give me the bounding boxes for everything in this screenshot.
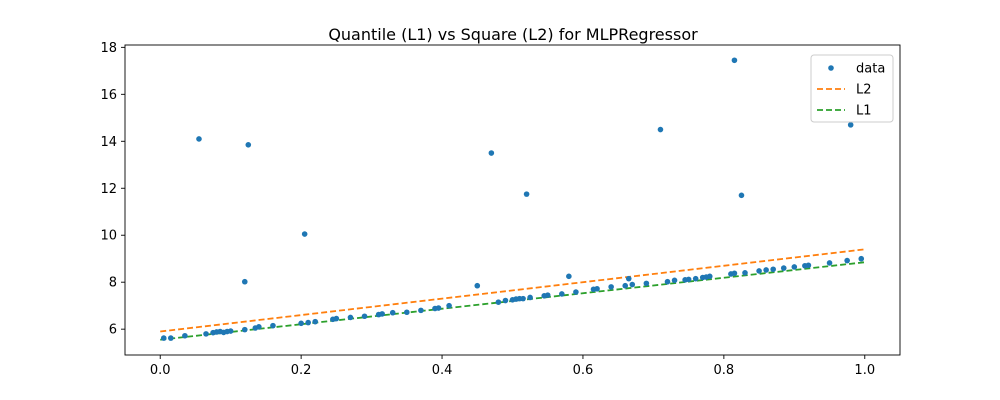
data-point (361, 313, 368, 320)
data-point (305, 319, 311, 326)
data-point (333, 315, 340, 322)
data-point (625, 275, 632, 282)
data-point (573, 289, 579, 295)
data-point (241, 326, 248, 333)
legend-label-l2: L2 (856, 83, 872, 98)
x-tick-label: 1.0 (854, 363, 875, 378)
data-point (544, 292, 551, 298)
y-tick-label: 18 (100, 41, 117, 56)
chart-title: Quantile (L1) vs Square (L2) for MLPRegr… (328, 25, 698, 44)
data-point (844, 257, 850, 264)
data-point (664, 278, 671, 285)
data-point (203, 331, 209, 337)
x-tick-label: 0.8 (714, 363, 735, 378)
data-point (502, 297, 509, 304)
legend-marker-data (828, 65, 834, 71)
data-point (608, 284, 614, 290)
y-tick-label: 6 (109, 323, 117, 338)
y-tick-label: 12 (100, 182, 117, 197)
x-tick-label: 0.4 (432, 363, 453, 378)
data-point (643, 280, 650, 287)
data-point (706, 273, 713, 280)
data-point (347, 314, 354, 321)
data-point (520, 295, 526, 302)
data-point (312, 318, 319, 325)
data-point (270, 322, 276, 329)
data-point (671, 277, 678, 284)
data-point (435, 305, 442, 311)
data-point (559, 291, 565, 297)
y-tick-label: 8 (109, 276, 117, 291)
data-point (763, 267, 769, 273)
plot-area (160, 57, 865, 341)
data-point (241, 278, 248, 285)
data-point (858, 255, 865, 262)
legend-label-data: data (856, 62, 885, 77)
data-point (298, 320, 304, 327)
data-point (622, 282, 629, 289)
data-point (742, 270, 748, 276)
y-tick-label: 16 (100, 88, 117, 103)
legend-label-l1: L1 (856, 104, 872, 119)
data-point (629, 281, 636, 288)
data-point (847, 122, 854, 128)
data-point (256, 324, 262, 330)
data-point (780, 265, 787, 271)
data-point (227, 328, 234, 334)
axes-frame (124, 44, 901, 356)
data-point (527, 294, 533, 301)
data-point (495, 299, 502, 305)
data-point (160, 335, 167, 341)
data-point (474, 282, 481, 289)
x-tick-label: 0.2 (291, 363, 312, 378)
data-point (791, 264, 798, 270)
data-point (685, 276, 692, 283)
data-point (657, 126, 664, 133)
data-point (805, 262, 812, 269)
axes: 0.0 0.2 0.4 0.6 0.8 1.0 6 8 10 12 14 16 18 (100, 41, 901, 378)
data-point (738, 192, 745, 199)
data-point (167, 335, 174, 341)
y-tick-label: 10 (100, 229, 117, 244)
legend: data L2 L1 (810, 54, 894, 123)
x-tick-label: 0.6 (573, 363, 594, 378)
data-point (731, 270, 738, 277)
legend-box (810, 54, 894, 123)
data-point (379, 311, 385, 317)
data-point (770, 266, 776, 273)
data-point (182, 332, 188, 339)
data-point (404, 309, 410, 316)
plot-content (160, 57, 865, 341)
data-point (594, 285, 600, 292)
data-point (566, 273, 572, 280)
data-point (731, 57, 738, 64)
data-point (692, 275, 699, 282)
data-point (488, 150, 495, 156)
y-tick-label: 14 (100, 135, 117, 150)
data-point (523, 191, 530, 197)
data-point (826, 260, 833, 266)
data-point (389, 309, 396, 316)
data-point (446, 302, 452, 309)
data-point (245, 142, 252, 148)
data-point (756, 268, 762, 274)
data-point (418, 307, 424, 314)
series-line-l2 (160, 248, 865, 333)
x-tick-label: 0.0 (150, 363, 171, 378)
data-point (196, 136, 202, 142)
data-point (301, 231, 308, 237)
